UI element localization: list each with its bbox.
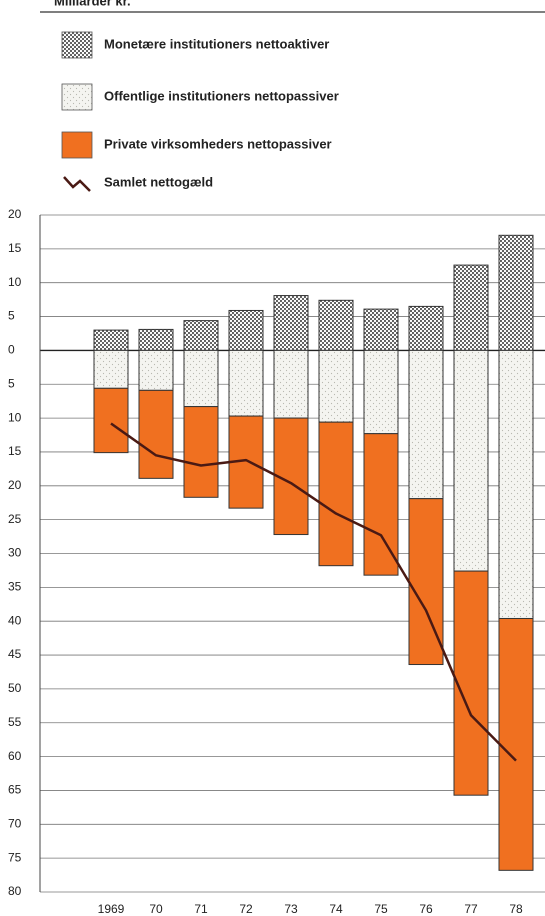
bar [408, 305, 444, 351]
bar [228, 309, 264, 351]
y-tick-label: 35 [8, 580, 22, 594]
y-tick-label: 50 [8, 681, 22, 695]
legend-label: Offentlige institutioners nettopassiver [104, 88, 339, 103]
legend-line [63, 176, 91, 192]
y-tick-label: 5 [8, 309, 15, 323]
y-tick-label: 75 [8, 850, 22, 864]
y-tick-label: 45 [8, 647, 22, 661]
bar [93, 329, 129, 351]
chart-title: Milliarder kr. [54, 0, 131, 8]
x-tick-label: 71 [194, 902, 208, 916]
bar [453, 349, 489, 572]
y-tick-label: 70 [8, 816, 22, 830]
bar [138, 389, 174, 479]
x-tick-label: 77 [464, 902, 478, 916]
bar [498, 617, 534, 871]
x-tick-label: 73 [284, 902, 298, 916]
legend-label: Monetære institutioners nettoaktiver [104, 36, 329, 51]
y-tick-label: 5 [8, 376, 15, 390]
bar [498, 349, 534, 619]
bar [363, 349, 399, 435]
x-tick-label: 72 [239, 902, 253, 916]
bar [408, 349, 444, 500]
x-tick-label: 74 [329, 902, 343, 916]
legend-label: Private virksomheders nettopassiver [104, 136, 332, 151]
bar [93, 349, 129, 389]
legend-swatch [61, 31, 93, 59]
bar [318, 421, 354, 567]
y-tick-label: 15 [8, 444, 22, 458]
bar [498, 234, 534, 351]
y-tick-label: 10 [8, 275, 22, 289]
bar [273, 349, 309, 419]
x-tick-label: 78 [509, 902, 523, 916]
y-tick-label: 65 [8, 783, 22, 797]
bar [228, 349, 264, 417]
y-tick-label: 30 [8, 546, 22, 560]
legend-swatch [61, 83, 93, 111]
legend-label: Samlet nettogæld [104, 174, 213, 189]
x-tick-label: 76 [419, 902, 433, 916]
bar [273, 417, 309, 536]
legend-swatch [61, 131, 93, 159]
x-tick-label: 75 [374, 902, 388, 916]
bar [363, 433, 399, 576]
y-tick-label: 20 [8, 207, 22, 221]
y-tick-label: 60 [8, 749, 22, 763]
bar [183, 406, 219, 498]
bar [453, 570, 489, 796]
bar [363, 308, 399, 351]
y-tick-label: 25 [8, 512, 22, 526]
y-tick-label: 40 [8, 613, 22, 627]
line [110, 422, 517, 762]
bar [138, 328, 174, 351]
y-tick-label: 10 [8, 410, 22, 424]
x-tick-label: 70 [149, 902, 163, 916]
bar [183, 349, 219, 408]
bar [318, 349, 354, 423]
y-tick-label: 55 [8, 715, 22, 729]
bar [273, 295, 309, 351]
y-tick-label: 80 [8, 884, 22, 898]
bar [453, 264, 489, 351]
y-tick-label: 0 [8, 343, 15, 357]
bar [183, 320, 219, 351]
x-tick-label: 1969 [98, 902, 125, 916]
y-tick-label: 15 [8, 241, 22, 255]
bar [93, 387, 129, 454]
y-tick-label: 20 [8, 478, 22, 492]
bar [138, 349, 174, 391]
bar [318, 299, 354, 351]
